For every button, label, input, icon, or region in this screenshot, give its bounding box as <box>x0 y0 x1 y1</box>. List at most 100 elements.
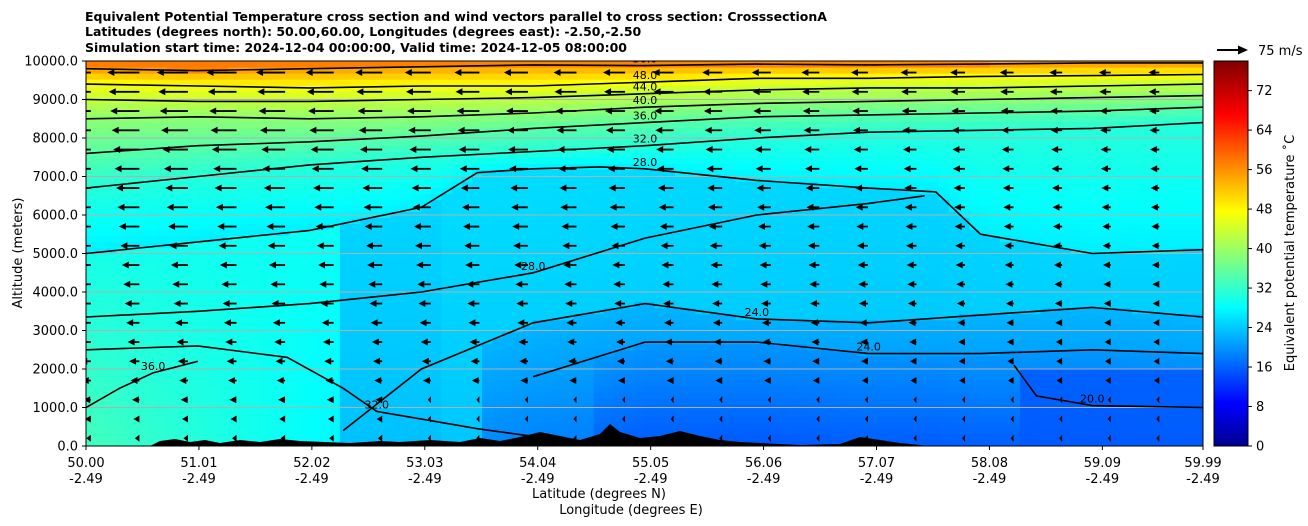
field-cell <box>593 253 605 261</box>
field-cell <box>370 391 382 399</box>
field-cell <box>766 91 778 98</box>
field-cell <box>806 235 818 243</box>
field-cell <box>136 415 148 423</box>
field-cell <box>228 187 239 194</box>
field-cell <box>136 151 148 158</box>
field-cell <box>735 217 747 225</box>
field-cell <box>867 331 879 339</box>
field-cell <box>157 217 168 225</box>
field-cell <box>542 373 554 381</box>
field-cell <box>674 367 686 375</box>
field-cell <box>827 313 839 321</box>
field-cell <box>299 157 310 164</box>
field-cell <box>248 397 260 405</box>
field-cell <box>177 391 189 399</box>
field-cell <box>685 187 696 194</box>
field-cell <box>146 199 158 206</box>
field-cell <box>299 199 310 206</box>
field-cell <box>482 91 493 98</box>
field-cell <box>471 427 483 435</box>
field-cell <box>806 277 818 285</box>
field-cell <box>695 337 707 345</box>
field-cell <box>360 385 371 393</box>
field-cell <box>482 199 493 206</box>
field-cell <box>695 319 707 327</box>
field-cell <box>431 289 443 297</box>
field-cell <box>238 361 250 369</box>
field-cell <box>248 199 260 206</box>
field-cell <box>177 331 189 339</box>
field-cell <box>593 325 605 333</box>
field-cell <box>593 349 605 357</box>
field-cell <box>339 103 351 110</box>
field-cell <box>309 313 321 321</box>
field-cell <box>339 373 351 381</box>
field-cell <box>827 169 839 176</box>
field-cell <box>380 157 392 164</box>
field-cell <box>817 73 828 80</box>
field-cell <box>796 295 808 303</box>
field-cell <box>705 289 717 297</box>
field-cell <box>746 295 757 303</box>
field-cell <box>197 337 209 345</box>
field-cell <box>796 289 808 297</box>
field-cell <box>817 301 828 309</box>
field-cell <box>796 103 808 110</box>
field-cell <box>492 265 503 273</box>
field-cell <box>207 337 219 345</box>
field-cell <box>228 157 239 164</box>
field-cell <box>207 241 219 249</box>
field-cell <box>248 127 260 134</box>
field-cell <box>502 67 514 74</box>
field-cell <box>116 229 128 237</box>
field-cell <box>705 85 717 92</box>
field-cell <box>410 151 422 158</box>
field-cell <box>258 97 270 104</box>
field-cell <box>380 145 392 152</box>
field-cell <box>309 217 321 225</box>
field-cell <box>319 349 331 357</box>
field-cell <box>421 343 432 351</box>
field-cell <box>167 253 178 261</box>
field-cell <box>207 199 219 206</box>
field-cell <box>776 379 788 387</box>
field-cell <box>218 163 229 170</box>
field-cell <box>827 151 839 158</box>
field-cell <box>512 151 524 158</box>
field-cell <box>471 109 483 116</box>
field-cell <box>339 205 351 212</box>
field-cell <box>238 223 250 231</box>
field-cell <box>593 91 605 98</box>
field-cell <box>248 73 260 80</box>
field-cell <box>410 241 422 249</box>
field-cell <box>197 433 209 441</box>
field-cell <box>177 91 189 98</box>
field-cell <box>766 277 778 285</box>
field-cell <box>350 73 361 80</box>
field-cell <box>461 301 473 309</box>
field-cell <box>603 85 615 92</box>
field-cell <box>370 253 382 261</box>
field-cell <box>624 427 635 435</box>
field-cell <box>573 337 585 345</box>
field-cell <box>542 85 554 92</box>
field-cell <box>837 361 849 369</box>
field-cell <box>624 421 635 429</box>
field-cell <box>441 397 453 405</box>
field-cell <box>786 79 798 86</box>
field-cell <box>796 121 808 128</box>
field-cell <box>441 79 453 86</box>
field-cell <box>451 223 463 231</box>
field-cell <box>96 79 107 86</box>
field-cell <box>258 421 270 429</box>
field-cell <box>796 367 808 375</box>
field-cell <box>725 355 737 363</box>
field-cell <box>573 247 585 255</box>
field-cell <box>441 139 453 146</box>
field-cell <box>563 373 575 381</box>
field-cell <box>563 175 575 182</box>
field-cell <box>197 421 209 429</box>
field-cell <box>685 151 696 158</box>
field-cell <box>553 241 564 249</box>
field-cell <box>685 169 696 176</box>
